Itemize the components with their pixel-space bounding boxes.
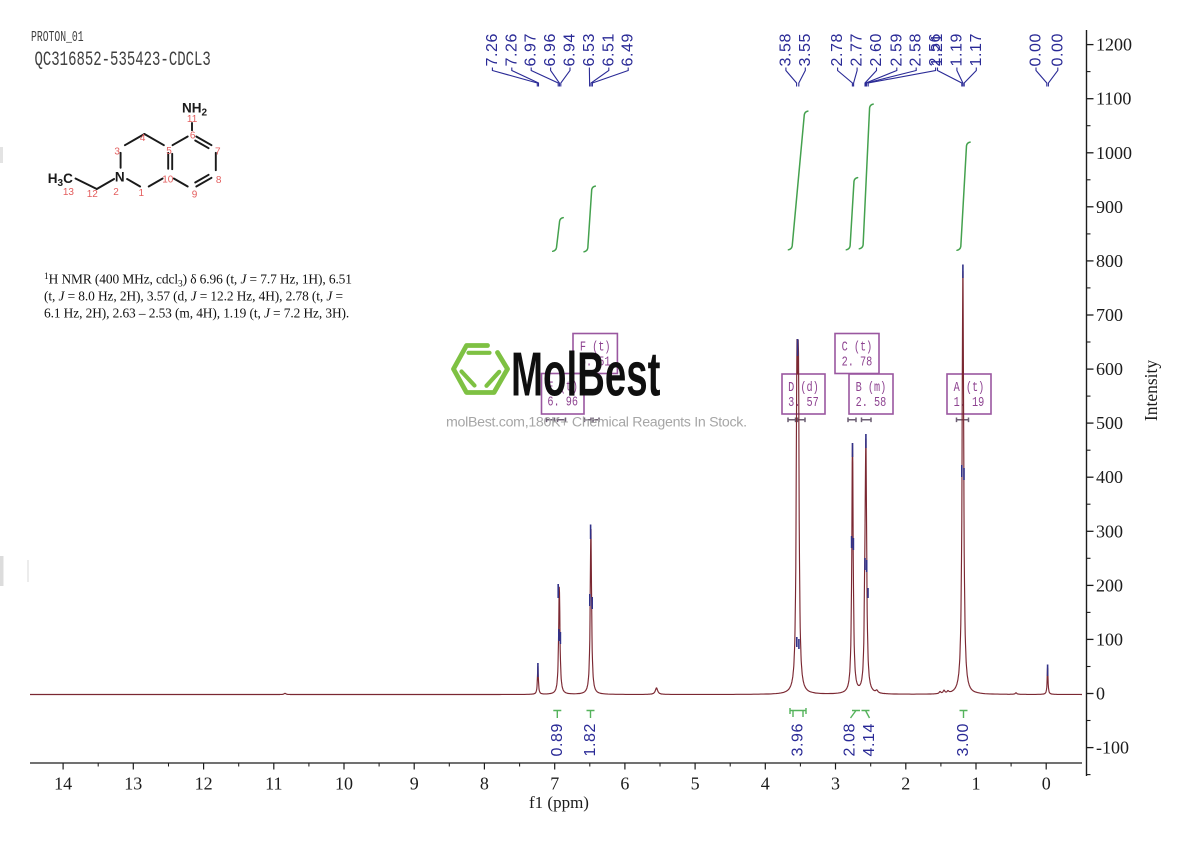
svg-text:5: 5 [166,146,172,157]
svg-text:7: 7 [215,146,221,157]
svg-text:400: 400 [1096,467,1123,487]
svg-text:F (t): F (t) [580,339,611,355]
svg-text:2.58: 2.58 [908,33,925,67]
svg-text:2. 58: 2. 58 [856,394,887,410]
svg-text:6.51: 6.51 [600,33,617,67]
svg-text:2.78: 2.78 [829,33,846,67]
svg-text:4: 4 [140,133,146,144]
svg-text:6.49: 6.49 [620,33,637,67]
svg-text:11: 11 [265,774,282,794]
svg-text:D (d): D (d) [788,380,819,396]
svg-text:6.1 Hz, 2H), 2.63 – 2.53 (m, 4: 6.1 Hz, 2H), 2.63 – 2.53 (m, 4H), 1.19 (… [44,306,349,321]
svg-text:800: 800 [1096,251,1123,271]
svg-text:2. 78: 2. 78 [842,354,873,370]
svg-text:200: 200 [1096,575,1123,595]
svg-text:NH2: NH2 [182,101,208,119]
svg-text:3: 3 [114,147,120,158]
svg-text:2.56: 2.56 [927,33,944,67]
svg-text:6: 6 [620,774,629,794]
svg-text:PROTON_01: PROTON_01 [31,28,84,46]
svg-text:7: 7 [550,774,559,794]
svg-text:13: 13 [63,187,75,198]
svg-text:H3C: H3C [48,171,73,189]
svg-text:1.82: 1.82 [582,723,599,757]
svg-text:0: 0 [1096,684,1105,704]
svg-text:8: 8 [480,774,489,794]
svg-text:7.26: 7.26 [484,33,501,67]
svg-text:0: 0 [1042,774,1051,794]
svg-text:1. 19: 1. 19 [954,394,985,410]
svg-text:300: 300 [1096,521,1123,541]
svg-text:(t, J = 8.0 Hz, 2H), 3.57 (d,: (t, J = 8.0 Hz, 2H), 3.57 (d, J = 12.2 H… [44,289,343,304]
svg-text:6.94: 6.94 [562,33,579,67]
svg-text:3: 3 [831,774,840,794]
svg-text:molBest.com,180K+ Chemical Rea: molBest.com,180K+ Chemical Reagents In S… [446,415,747,431]
svg-text:N: N [115,169,125,184]
svg-text:5: 5 [691,774,700,794]
svg-text:11: 11 [187,114,198,125]
svg-text:600: 600 [1096,359,1123,379]
svg-text:E (t): E (t) [547,379,578,395]
svg-text:2.08: 2.08 [842,723,859,757]
svg-text:MolBest: MolBest [511,339,660,409]
svg-text:3. 57: 3. 57 [788,394,819,410]
svg-text:2.60: 2.60 [868,33,885,67]
svg-text:1200: 1200 [1096,35,1132,55]
svg-text:QC316852-535423-CDCL3: QC316852-535423-CDCL3 [35,50,211,72]
svg-text:1.19: 1.19 [948,33,965,67]
svg-text:4.14: 4.14 [861,723,878,757]
svg-text:6. 51: 6. 51 [580,354,611,370]
svg-text:1: 1 [972,774,981,794]
svg-text:Intensity: Intensity [1141,360,1161,421]
svg-text:1.21: 1.21 [929,33,946,67]
svg-text:6: 6 [190,131,196,142]
svg-text:10: 10 [335,774,353,794]
svg-text:9: 9 [410,774,419,794]
svg-text:900: 900 [1096,197,1123,217]
svg-text:12: 12 [87,189,99,200]
svg-text:1100: 1100 [1096,89,1131,109]
svg-text:1: 1 [139,188,145,199]
svg-text:13: 13 [124,774,142,794]
svg-text:8: 8 [216,175,222,186]
svg-text:3.55: 3.55 [797,33,814,67]
svg-text:6.96: 6.96 [542,33,559,67]
svg-text:3.00: 3.00 [955,723,972,757]
svg-text:500: 500 [1096,413,1123,433]
svg-text:-100: -100 [1096,738,1129,758]
svg-text:1.17: 1.17 [968,33,985,67]
svg-text:1H NMR (400 MHz, cdcl3) δ 6.96: 1H NMR (400 MHz, cdcl3) δ 6.96 (t, J = 7… [44,272,352,290]
svg-text:2.77: 2.77 [849,33,866,67]
svg-text:1000: 1000 [1096,143,1132,163]
svg-text:2: 2 [901,774,910,794]
svg-text:7.26: 7.26 [503,33,520,67]
svg-text:0.89: 0.89 [549,723,566,757]
svg-text:A (t): A (t) [954,380,985,396]
svg-text:3.96: 3.96 [790,723,807,757]
svg-text:2.59: 2.59 [888,33,905,67]
svg-text:6. 96: 6. 96 [547,394,578,410]
svg-text:4: 4 [761,774,770,794]
svg-text:9: 9 [192,190,198,201]
svg-text:0.00: 0.00 [1049,33,1066,67]
svg-text:12: 12 [195,774,213,794]
svg-text:0.00: 0.00 [1028,33,1045,67]
svg-text:C (t): C (t) [842,339,873,355]
svg-text:14: 14 [54,774,72,794]
svg-text:100: 100 [1096,629,1123,649]
svg-text:10: 10 [162,175,174,186]
svg-text:6.53: 6.53 [581,33,598,67]
svg-text:6.97: 6.97 [523,33,540,67]
svg-text:3.58: 3.58 [777,33,794,67]
svg-text:700: 700 [1096,305,1123,325]
svg-text:B (m): B (m) [856,380,887,396]
svg-text:f1 (ppm): f1 (ppm) [529,793,589,812]
svg-text:2: 2 [113,187,119,198]
